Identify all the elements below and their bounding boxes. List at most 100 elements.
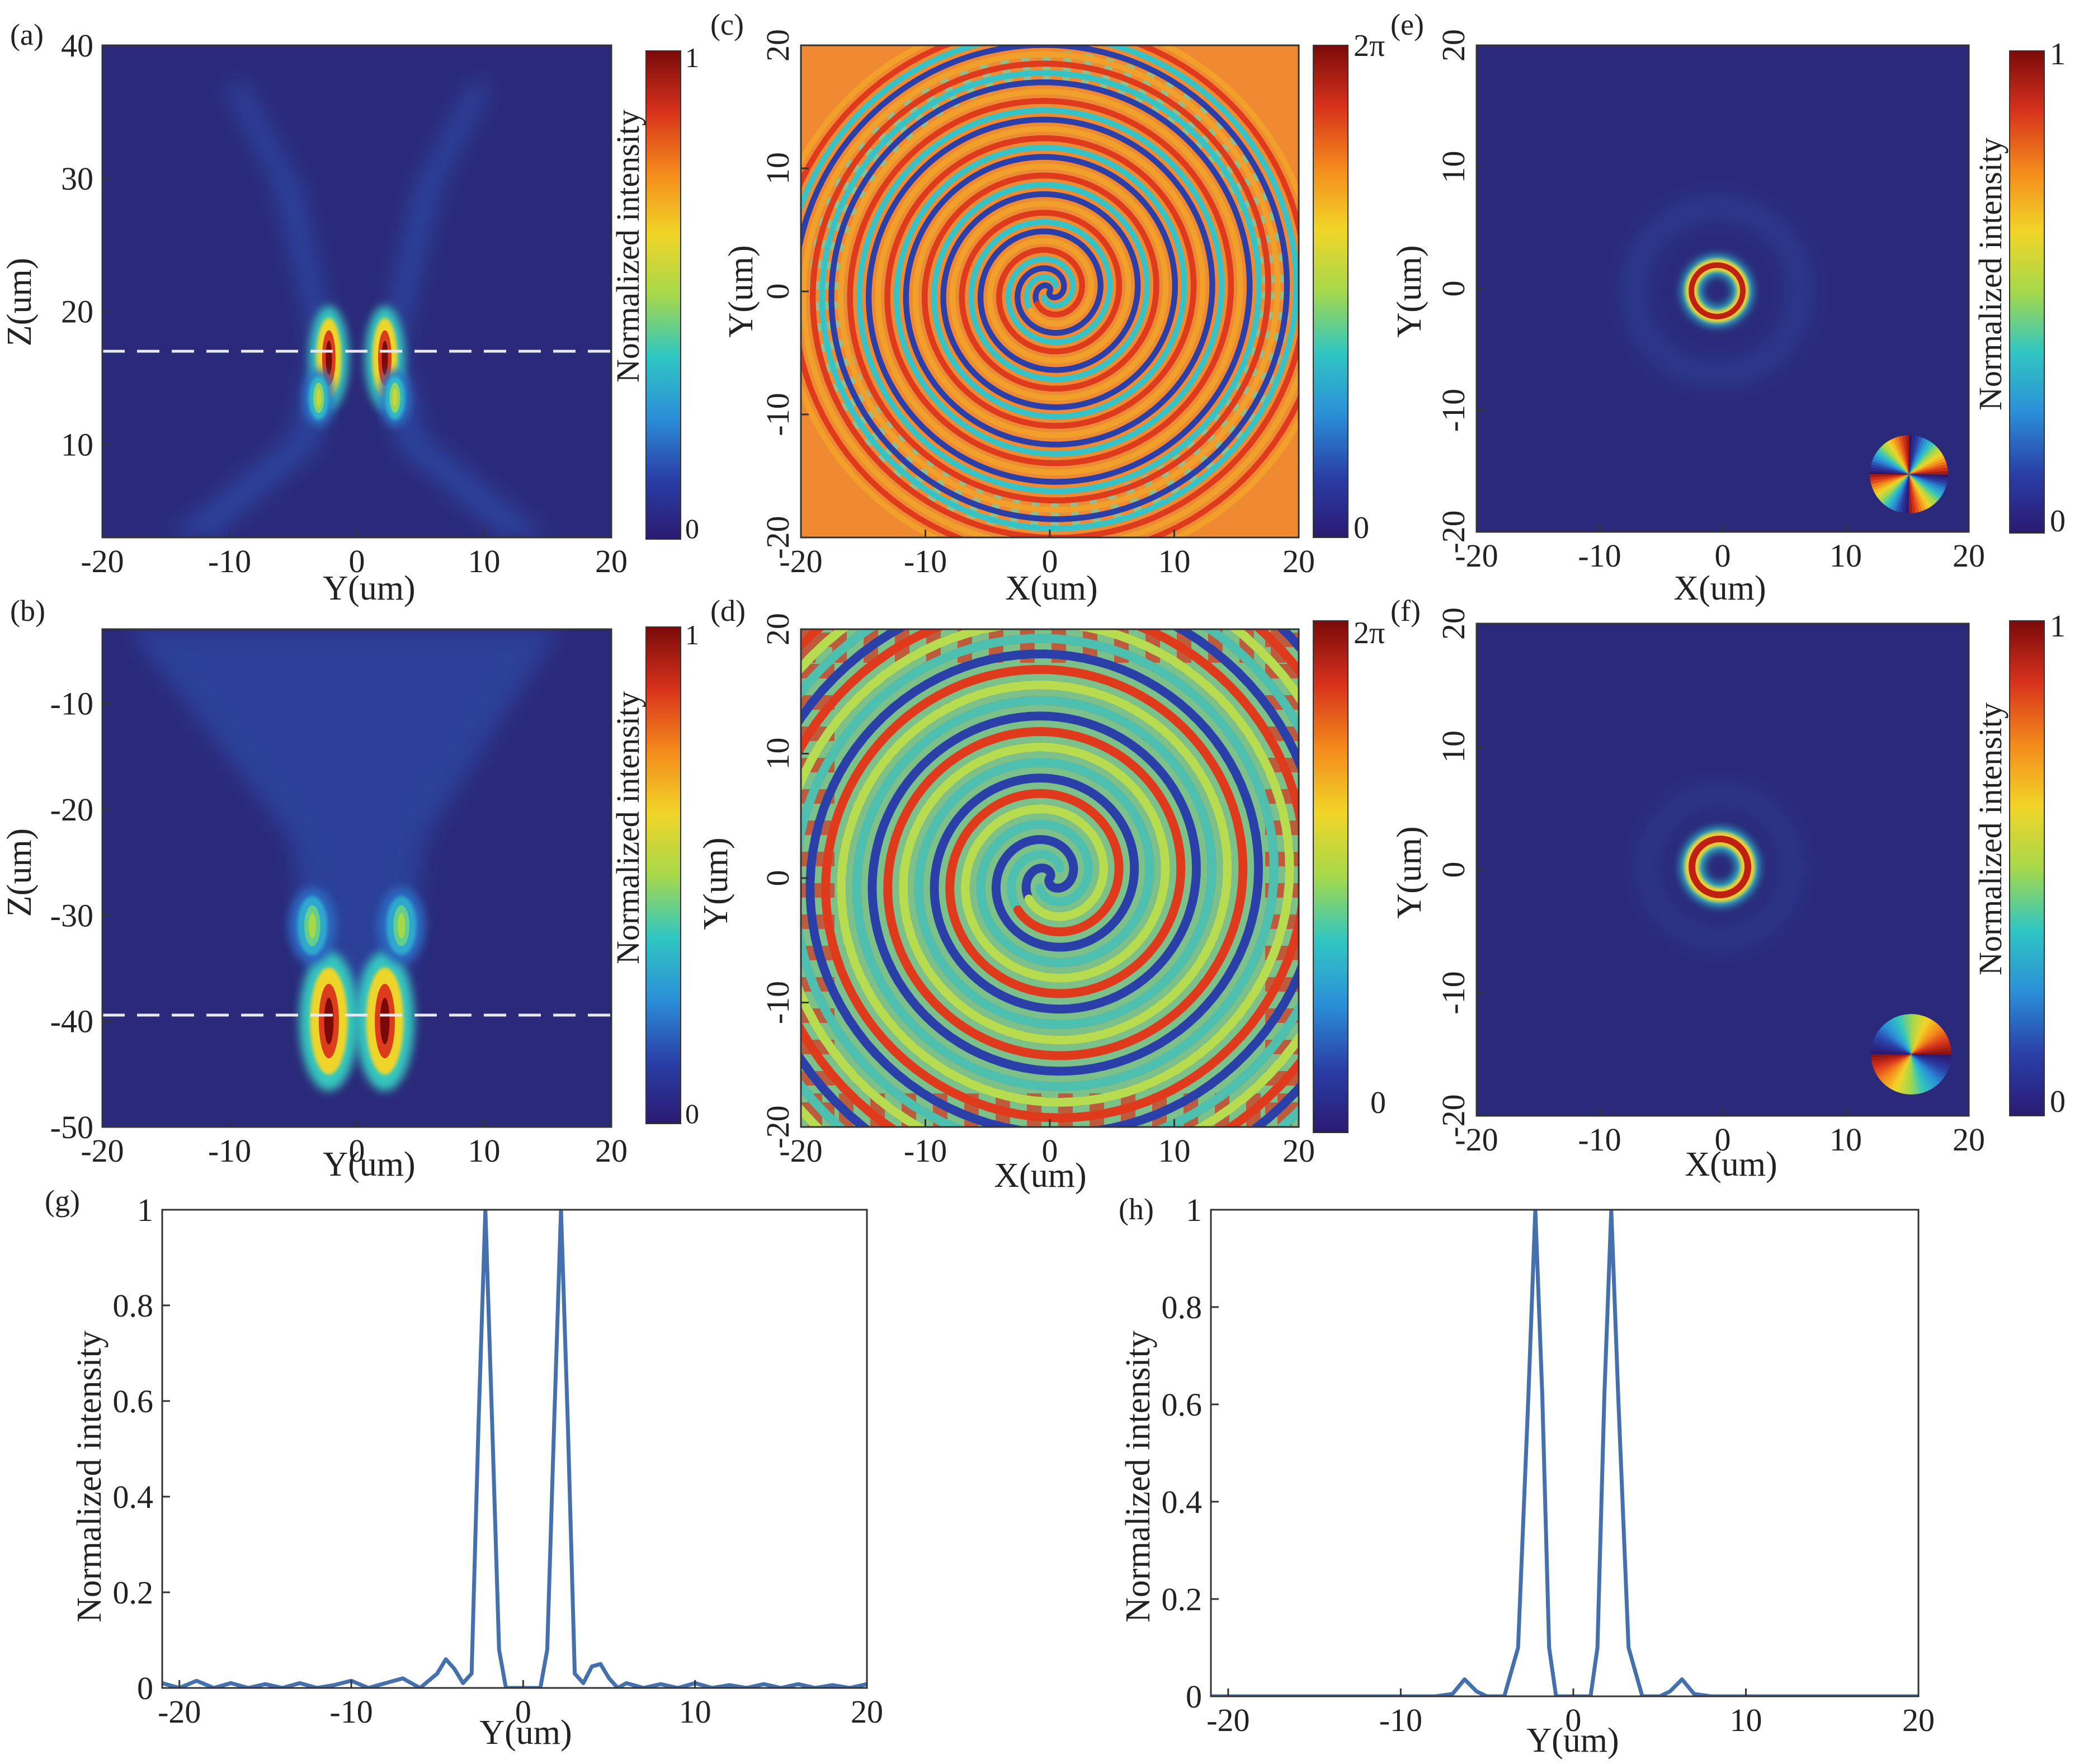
inset-sector [1876, 474, 1909, 499]
y-tick-label: 0 [1435, 281, 1472, 297]
inset-sector [1911, 1016, 1929, 1054]
x-tick-label: 20 [595, 1133, 628, 1169]
colorbar-f [2009, 620, 2045, 1116]
heatmap-b-lobes [289, 887, 425, 1091]
x-tick-label: 10 [1830, 1121, 1862, 1158]
inset-sector [1909, 455, 1945, 474]
heatmap-a-background [102, 45, 611, 537]
y-ticks-e: 20 10 0 -10 -20 [1435, 29, 1484, 554]
inset-sector [1909, 449, 1941, 474]
x-tick-label: 0 [1565, 1702, 1581, 1738]
x-tick-label: -10 [1578, 537, 1621, 574]
inset-sector [1886, 440, 1909, 474]
x-tick-label: -20 [1455, 537, 1498, 574]
colorbar-a [645, 50, 681, 540]
inset-sector [1911, 1026, 1942, 1054]
inset-sector [1870, 474, 1909, 482]
inset-sector [1911, 1054, 1931, 1091]
colorbar-b [645, 626, 681, 1124]
inset-sector [1909, 474, 1916, 513]
panel-label-f: (f) [1390, 594, 1421, 628]
inset-sector [1909, 440, 1932, 474]
lobe-core [380, 997, 390, 1045]
colorbar-a-min: 0 [685, 513, 699, 544]
inset-sector [1909, 474, 1946, 491]
inset-sector [1888, 1054, 1911, 1089]
heatmap-b-field [129, 629, 559, 1091]
panel-g: (g) -20 -10 0 10 20 0 0.2 0.4 0.6 0.8 1 Y(um) Nor… [45, 1184, 883, 1752]
inset-sector [1911, 1054, 1915, 1095]
inset-sector [1885, 1021, 1911, 1054]
x-tick-label: 20 [1283, 543, 1315, 579]
intensity-lobe [355, 951, 414, 1091]
x-tick-label: 10 [1830, 537, 1862, 574]
inset-sector [1896, 436, 1909, 474]
y-tick-label: -20 [760, 516, 796, 559]
y-tick-label: 0.6 [113, 1383, 154, 1419]
y-tick-label: 1 [137, 1192, 153, 1228]
inset-sector [1883, 474, 1909, 507]
inset-sector [1878, 1028, 1911, 1054]
colorbar-c-min: 0 [1354, 511, 1369, 545]
y-ticks-c: 20 10 0 -10 -20 [760, 29, 809, 559]
heatmap-a-cone-left [168, 84, 336, 537]
inset-sector [1909, 470, 1948, 475]
y-ticks-f: 20 10 0 -10 -20 [1435, 607, 1484, 1138]
inset-sector [1911, 1047, 1951, 1054]
inset-sector [1909, 467, 1948, 474]
inset-sector [1911, 1054, 1929, 1092]
inset-sector [1909, 474, 1932, 508]
y-tick-label: 10 [1435, 730, 1472, 763]
colorbar-d-min: 0 [1370, 1086, 1386, 1120]
inset-sector [1890, 1054, 1911, 1091]
colorbar-d [1313, 620, 1349, 1133]
x-tick-label: 20 [1953, 537, 1985, 574]
inset-sector [1909, 474, 1926, 511]
inset-sector [1870, 474, 1909, 485]
inset-sector [1911, 1054, 1950, 1069]
y-tick-label: -20 [760, 1105, 796, 1148]
inset-sector [1909, 436, 1923, 474]
inset-sector [1909, 474, 1947, 488]
inset-sector [1909, 474, 1920, 513]
heatmap-e-ring-core [1689, 262, 1746, 319]
colorbar-e-title: Normalized intensity [1972, 138, 2008, 411]
x-tick-label: -10 [904, 543, 947, 579]
inset-sector [1911, 1054, 1948, 1075]
inset-sector [1879, 474, 1909, 502]
colorbar-b-min: 0 [685, 1098, 699, 1129]
inset-sector [1876, 449, 1909, 474]
y-tick-label: 0.4 [113, 1479, 154, 1515]
inset-sector [1872, 1040, 1911, 1054]
y-tick-label: -10 [760, 393, 796, 436]
spiral-band [801, 629, 1299, 1127]
x-tick-label: -10 [208, 543, 251, 579]
x-tick-label: 20 [595, 543, 628, 579]
x-tick-label: 20 [1953, 1121, 1985, 1158]
y-axis-label-b: Z(um) [1, 828, 39, 917]
y-ticks-d: 20 10 0 -10 -20 [760, 613, 809, 1149]
inset-sector [1909, 474, 1934, 507]
colorbar-a-title: Normalized intensity [610, 110, 646, 383]
y-tick-label: 30 [61, 161, 93, 197]
inset-sector [1871, 1054, 1911, 1058]
y-ticks-a: 40 30 20 10 [61, 27, 110, 463]
inset-sector [1909, 474, 1945, 494]
inset-sector [1909, 446, 1939, 474]
inset-sector [1872, 1054, 1911, 1068]
inset-sector [1909, 444, 1937, 474]
x-tick-label: 0 [1042, 1133, 1058, 1169]
x-axis-label-b: Y(um) [323, 1145, 415, 1183]
x-tick-label: -20 [158, 1694, 201, 1730]
x-tick-label: 20 [851, 1694, 883, 1730]
colorbar-e [2009, 50, 2045, 534]
colorbar-c [1313, 45, 1349, 538]
heatmap-a-lobes [303, 306, 411, 427]
y-axis-label-c: Y(um) [722, 245, 760, 337]
x-tick-label: -20 [1206, 1702, 1250, 1738]
heatmap-f-ring-core [1689, 836, 1751, 898]
x-tick-label: 0 [1715, 537, 1731, 574]
y-tick-label: -10 [760, 981, 796, 1024]
y-axis-label-a: Z(um) [1, 258, 39, 346]
y-tick-label: -10 [1435, 971, 1472, 1014]
